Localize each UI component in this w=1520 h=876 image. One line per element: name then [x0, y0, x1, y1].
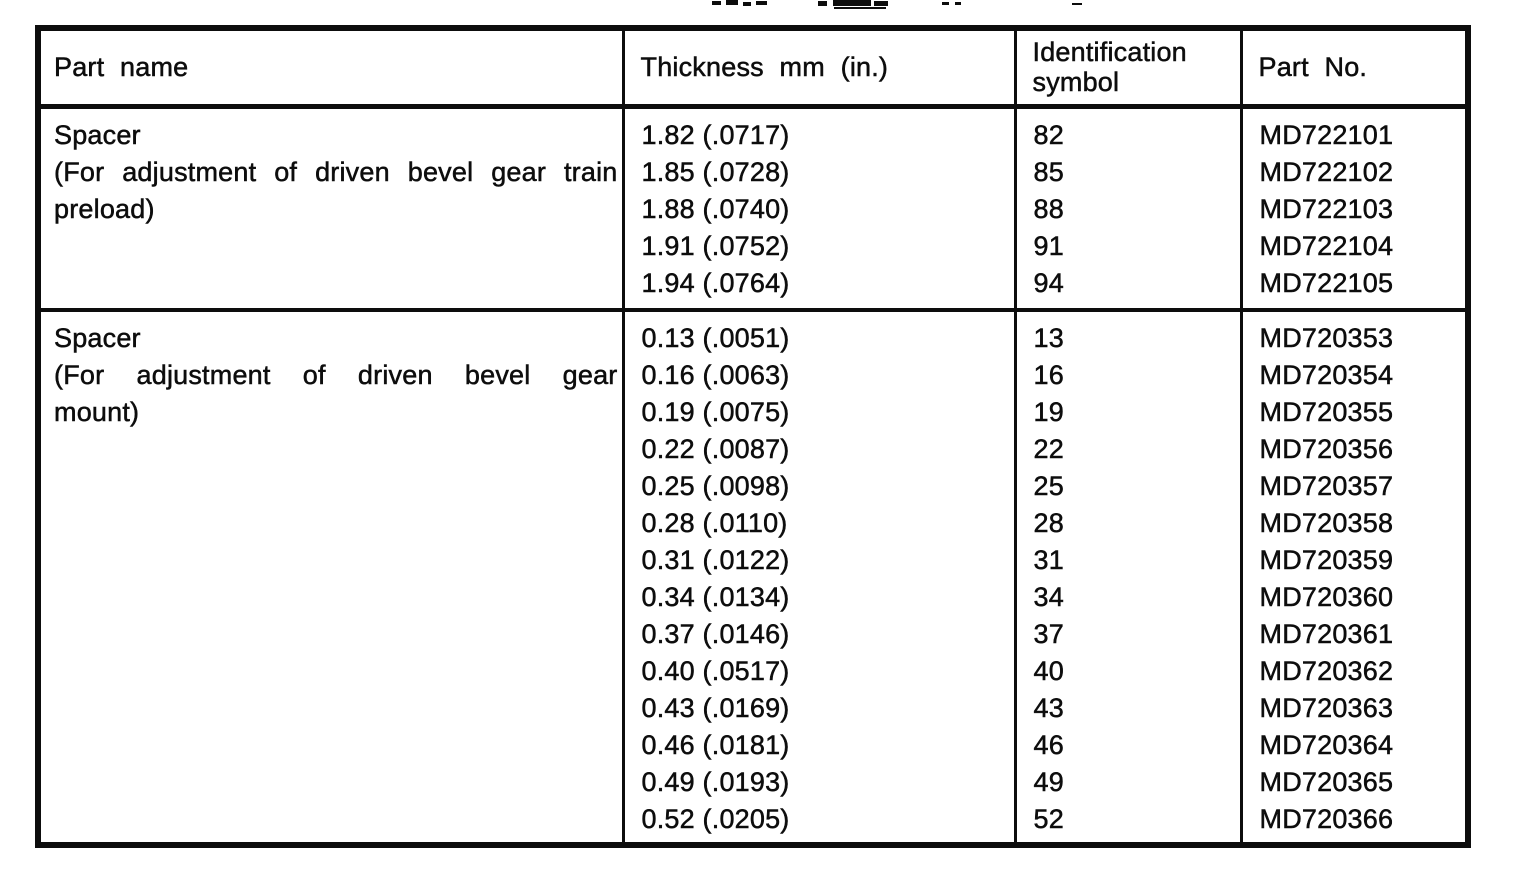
scan-artifact — [712, 1, 721, 5]
scan-artifact — [834, 7, 886, 9]
thickness-value: 0.31 (.0122) — [641, 545, 790, 576]
identification-symbol-value: 25 — [1033, 471, 1064, 502]
thickness-value: 0.40 (.0517) — [641, 656, 790, 687]
scan-artifact — [818, 1, 827, 6]
part-no-value: MD720361 — [1259, 619, 1394, 650]
identification-symbol-cell: 13 16 19 22 25 28 31 34 37 40 43 46 49 52 — [1013, 308, 1241, 845]
part-name-title: Spacer — [54, 119, 141, 150]
part-no-value: MD722105 — [1259, 267, 1394, 298]
scan-artifact — [955, 2, 961, 5]
identification-symbol-value: 16 — [1033, 360, 1064, 391]
identification-symbol-value: 46 — [1033, 730, 1064, 761]
part-no-value: MD720363 — [1259, 693, 1394, 724]
identification-symbol-value: 88 — [1033, 193, 1064, 224]
part-no-value: MD720355 — [1259, 397, 1394, 428]
identification-symbol-value: 91 — [1033, 230, 1064, 261]
thickness-value: 1.94 (.0764) — [641, 267, 790, 298]
identification-symbol-value: 19 — [1033, 397, 1064, 428]
identification-symbol-value: 22 — [1033, 434, 1064, 465]
part-no-value: MD720366 — [1259, 804, 1394, 835]
identification-symbol-value: 49 — [1033, 767, 1064, 798]
part-no-value: MD720353 — [1259, 323, 1394, 354]
thickness-value: 0.49 (.0193) — [641, 767, 790, 798]
identification-symbol-value: 85 — [1033, 156, 1064, 187]
table-row-group-preload-spacer: Spacer (For adjustment of driven bevel g… — [38, 106, 1468, 310]
part-name-cell: Spacer (For adjustment of driven bevel g… — [38, 308, 623, 845]
thickness-value: 0.28 (.0110) — [641, 508, 788, 539]
thickness-value: 0.13 (.0051) — [641, 323, 790, 354]
part-name-description: (For adjustment of driven bevel gear tra… — [54, 156, 618, 224]
part-no-value: MD720357 — [1259, 471, 1394, 502]
part-name-cell: Spacer (For adjustment of driven bevel g… — [38, 106, 623, 310]
part-no-value: MD722102 — [1259, 156, 1394, 187]
scan-artifact — [942, 2, 949, 5]
table-row-group-mount-spacer: Spacer (For adjustment of driven bevel g… — [38, 308, 1468, 845]
part-no-cell: MD720353 MD720354 MD720355 MD720356 MD720357… — [1239, 308, 1468, 845]
thickness-cell: 1.82 (.0717) 1.85 (.0728) 1.88 (.0740) 1.91… — [621, 106, 1015, 310]
header-row: Part name Thickness mm (in.) Identificat… — [38, 28, 1468, 109]
scan-artifact — [874, 1, 888, 6]
part-no-value: MD720365 — [1259, 767, 1394, 798]
part-no-value: MD720362 — [1259, 656, 1394, 687]
part-no-value: MD722103 — [1259, 193, 1394, 224]
thickness-value: 0.37 (.0146) — [641, 619, 790, 650]
part-name-description: (For adjustment of driven bevel gear mou… — [54, 360, 618, 428]
identification-symbol-value: 52 — [1033, 804, 1064, 835]
part-no-cell: MD722101 MD722102 MD722103 MD722104 MD722105 — [1239, 106, 1468, 310]
thickness-value: 0.52 (.0205) — [641, 804, 790, 835]
identification-symbol-value: 82 — [1033, 119, 1064, 150]
thickness-value: 1.91 (.0752) — [641, 230, 790, 261]
identification-symbol-value: 31 — [1033, 545, 1064, 576]
part-name-title: Spacer — [54, 323, 141, 354]
thickness-cell: 0.13 (.0051) 0.16 (.0063) 0.19 (.0075) 0.22… — [621, 308, 1015, 845]
scan-artifact — [833, 0, 871, 6]
thickness-value: 0.16 (.0063) — [641, 360, 790, 391]
column-header-identification-symbol: Identification symbol — [1013, 28, 1241, 109]
part-no-value: MD720358 — [1259, 508, 1394, 539]
part-no-value: MD720354 — [1259, 360, 1394, 391]
column-header-part-name: Part name — [38, 28, 623, 109]
thickness-value: 0.22 (.0087) — [641, 434, 790, 465]
thickness-value: 0.25 (.0098) — [641, 471, 790, 502]
thickness-value: 0.43 (.0169) — [641, 693, 790, 724]
scan-artifact — [726, 0, 738, 5]
part-no-value: MD720359 — [1259, 545, 1394, 576]
part-no-value: MD720360 — [1259, 582, 1394, 613]
identification-symbol-value: 28 — [1033, 508, 1064, 539]
column-header-thickness: Thickness mm (in.) — [621, 28, 1015, 109]
identification-symbol-value: 40 — [1033, 656, 1064, 687]
parts-table: Part name Thickness mm (in.) Identificat… — [35, 25, 1471, 848]
thickness-value: 0.46 (.0181) — [641, 730, 790, 761]
part-no-value: MD720364 — [1259, 730, 1394, 761]
identification-symbol-value: 43 — [1033, 693, 1064, 724]
part-no-value: MD722104 — [1259, 230, 1394, 261]
thickness-value: 1.85 (.0728) — [641, 156, 790, 187]
scan-artifact — [1072, 3, 1082, 5]
column-header-part-no: Part No. — [1239, 28, 1468, 109]
thickness-value: 0.34 (.0134) — [641, 582, 790, 613]
part-no-value: MD722101 — [1259, 119, 1394, 150]
identification-symbol-value: 94 — [1033, 267, 1064, 298]
thickness-value: 0.19 (.0075) — [641, 397, 790, 428]
identification-symbol-value: 34 — [1033, 582, 1064, 613]
identification-symbol-cell: 82 85 88 91 94 — [1013, 106, 1241, 310]
identification-symbol-value: 13 — [1033, 323, 1064, 354]
thickness-value: 1.82 (.0717) — [641, 119, 790, 150]
scan-artifact — [743, 2, 751, 6]
scan-artifact — [756, 1, 767, 5]
thickness-value: 1.88 (.0740) — [641, 193, 790, 224]
identification-symbol-value: 37 — [1033, 619, 1064, 650]
part-no-value: MD720356 — [1259, 434, 1394, 465]
